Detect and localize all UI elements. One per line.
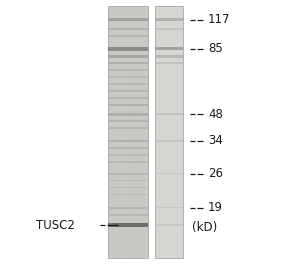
Text: 34: 34 <box>208 134 223 147</box>
Text: 26: 26 <box>208 167 223 180</box>
Bar <box>108 154 148 155</box>
Bar <box>108 214 148 215</box>
Bar <box>155 224 183 226</box>
Bar <box>108 27 148 30</box>
Text: (kD): (kD) <box>192 221 217 234</box>
Bar <box>108 90 148 92</box>
Bar <box>108 47 148 51</box>
Bar <box>108 161 148 163</box>
Bar <box>108 194 148 195</box>
Bar <box>108 63 148 64</box>
Text: 85: 85 <box>208 42 223 55</box>
Bar <box>108 173 148 175</box>
Bar <box>108 120 148 122</box>
Text: 19: 19 <box>208 201 223 214</box>
Bar <box>108 76 148 78</box>
Text: 117: 117 <box>208 13 230 26</box>
Bar <box>108 207 148 209</box>
Text: 48: 48 <box>208 108 223 121</box>
Bar <box>108 187 148 188</box>
Bar <box>108 18 148 21</box>
Bar <box>155 173 183 175</box>
Bar <box>108 83 148 85</box>
Text: TUSC2: TUSC2 <box>36 219 75 232</box>
Bar <box>108 180 148 181</box>
Bar <box>108 140 148 142</box>
Bar <box>108 97 148 99</box>
Bar <box>155 28 183 30</box>
Bar <box>108 104 148 106</box>
Bar <box>108 223 148 227</box>
Bar <box>108 147 148 149</box>
Bar <box>108 6 148 258</box>
Bar <box>108 113 148 116</box>
Bar <box>155 55 183 58</box>
Bar <box>108 55 148 58</box>
Bar <box>155 140 183 142</box>
Bar <box>108 69 148 71</box>
Bar <box>155 63 183 64</box>
Bar <box>155 207 183 209</box>
Bar <box>108 127 148 129</box>
Bar <box>155 47 183 50</box>
Bar <box>155 18 183 21</box>
Bar <box>108 35 148 37</box>
Bar <box>155 6 183 258</box>
Bar <box>155 113 183 115</box>
